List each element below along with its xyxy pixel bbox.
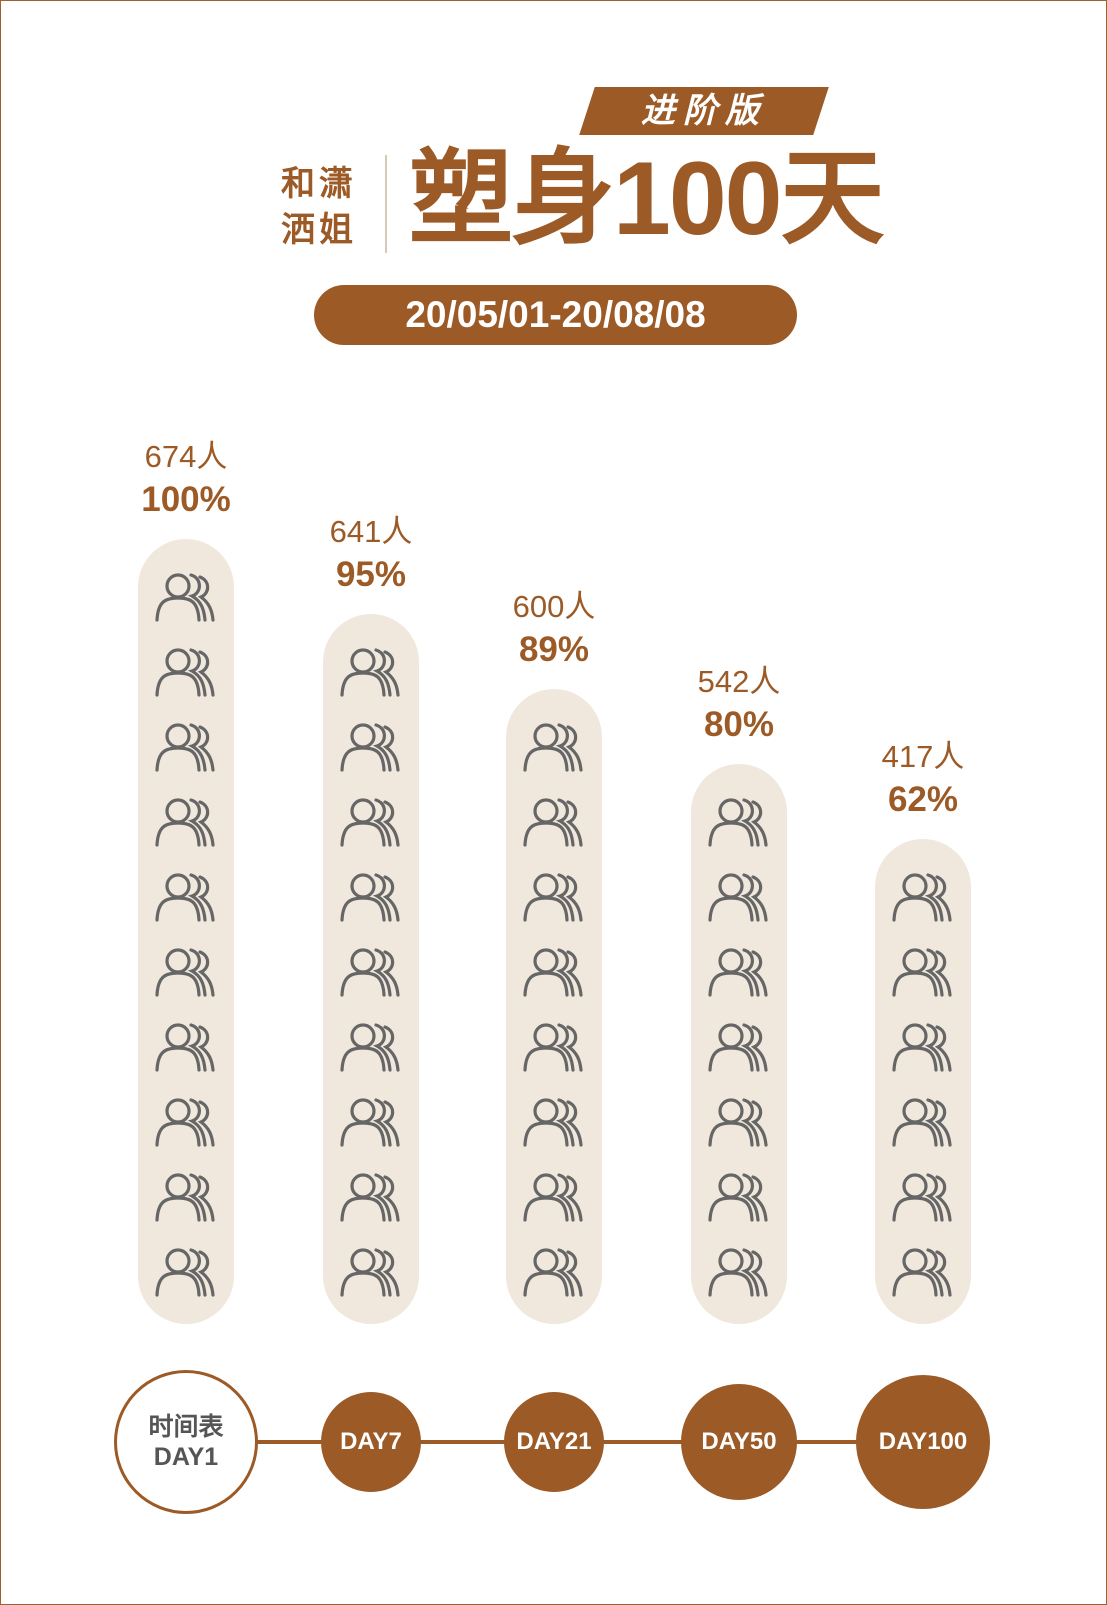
bar-group-day50: 542人 80%	[691, 664, 787, 1324]
group-people-icon	[708, 873, 768, 922]
group-people-icon	[708, 948, 768, 997]
group-people-icon	[155, 948, 215, 997]
group-people-icon	[892, 1173, 952, 1222]
group-people-icon	[892, 1023, 952, 1072]
group-people-icon	[340, 1023, 400, 1072]
timeline-day-label: DAY7	[340, 1428, 402, 1455]
group-people-icon	[340, 873, 400, 922]
count-label: 417人	[882, 739, 965, 774]
group-people-icon	[155, 1098, 215, 1147]
group-people-icon	[340, 948, 400, 997]
group-people-icon	[892, 873, 952, 922]
timeline-node-day100: DAY100	[856, 1375, 990, 1509]
group-people-icon	[155, 1248, 215, 1297]
group-people-icon	[155, 798, 215, 847]
brand-name: 和潇 洒姐	[281, 161, 357, 253]
timeline-day-label: DAY1	[153, 1443, 219, 1471]
percent-label: 100%	[141, 480, 231, 519]
group-people-icon	[155, 873, 215, 922]
bar-group-day100: 417人 62%	[875, 739, 971, 1324]
bar-day1	[138, 539, 234, 1324]
group-people-icon	[523, 1173, 583, 1222]
group-people-icon	[523, 1098, 583, 1147]
percent-label: 95%	[336, 555, 406, 594]
percent-label: 80%	[704, 705, 774, 744]
group-people-icon	[155, 1023, 215, 1072]
bar-group-day21: 600人 89%	[506, 589, 602, 1324]
count-label: 542人	[698, 664, 781, 699]
timeline-day-label: DAY50	[701, 1428, 777, 1455]
group-people-icon	[892, 948, 952, 997]
date-range-pill: 20/05/01-20/08/08	[314, 285, 797, 345]
brand-line-2: 洒姐	[281, 211, 357, 249]
group-people-icon	[892, 1248, 952, 1297]
bar-group-day1: 674人 100%	[138, 439, 234, 1324]
percent-label: 62%	[888, 780, 958, 819]
group-people-icon	[340, 798, 400, 847]
group-people-icon	[155, 1173, 215, 1222]
timeline-day-label: DAY100	[878, 1428, 968, 1455]
group-people-icon	[340, 723, 400, 772]
bar-day100	[875, 839, 971, 1324]
group-people-icon	[708, 798, 768, 847]
group-people-icon	[340, 1098, 400, 1147]
page-title: 塑身100天	[409, 141, 885, 257]
group-people-icon	[523, 1023, 583, 1072]
group-people-icon	[708, 1023, 768, 1072]
group-people-icon	[523, 723, 583, 772]
group-people-icon	[340, 648, 400, 697]
brand-divider	[385, 155, 387, 253]
timeline-title: 时间表	[148, 1413, 224, 1441]
bar-day21	[506, 689, 602, 1324]
timeline-node-day50: DAY50	[681, 1384, 797, 1500]
group-people-icon	[708, 1098, 768, 1147]
timeline-node-day1: 时间表 DAY1	[114, 1370, 258, 1514]
group-people-icon	[523, 798, 583, 847]
group-people-icon	[155, 723, 215, 772]
brand-line-1: 和潇	[281, 165, 357, 203]
group-people-icon	[155, 573, 215, 622]
edition-label: 进阶版	[641, 92, 767, 130]
percent-label: 89%	[519, 630, 589, 669]
group-people-icon	[523, 873, 583, 922]
group-people-icon	[523, 1248, 583, 1297]
group-people-icon	[892, 1098, 952, 1147]
bar-group-day7: 641人 95%	[323, 514, 419, 1324]
timeline-node-day21: DAY21	[504, 1392, 604, 1492]
group-people-icon	[340, 1248, 400, 1297]
timeline-day-label: DAY21	[516, 1428, 592, 1455]
timeline-node-day7: DAY7	[321, 1392, 421, 1492]
group-people-icon	[523, 948, 583, 997]
group-people-icon	[155, 648, 215, 697]
count-label: 600人	[513, 589, 596, 624]
group-people-icon	[708, 1173, 768, 1222]
count-label: 641人	[330, 514, 413, 549]
group-people-icon	[340, 1173, 400, 1222]
count-label: 674人	[145, 439, 228, 474]
group-people-icon	[708, 1248, 768, 1297]
